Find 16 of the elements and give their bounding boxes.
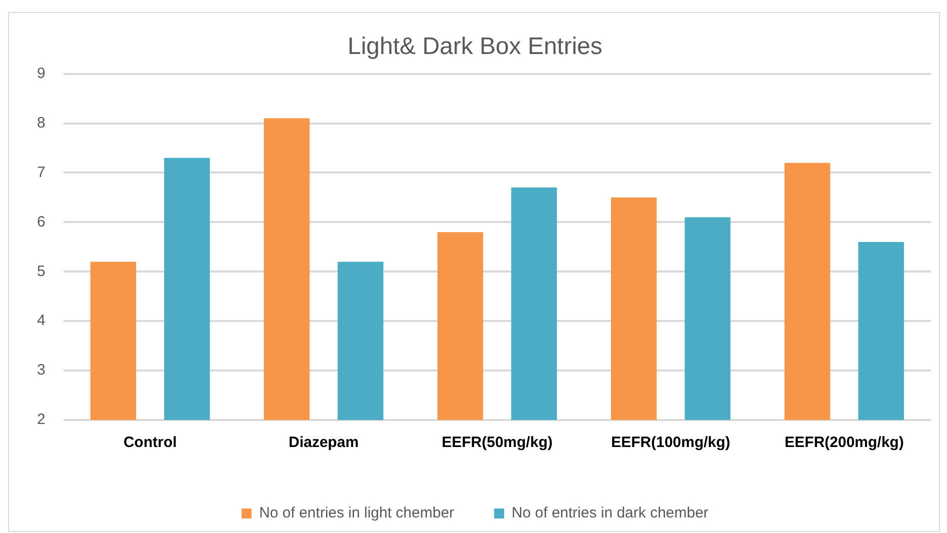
legend-label: No of entries in light chember: [259, 504, 454, 522]
x-tick-label: Diazepam: [288, 434, 359, 452]
x-tick-label: EEFR(50mg/kg): [442, 434, 553, 452]
legend-label: No of entries in dark chember: [512, 504, 708, 522]
x-tick-label: EEFR(100mg/kg): [611, 434, 730, 452]
y-tick-label: 8: [37, 114, 46, 132]
chart-title: Light& Dark Box Entries: [348, 33, 602, 60]
x-tick-label: EEFR(200mg/kg): [784, 434, 904, 452]
y-tick-label: 3: [37, 362, 46, 379]
y-tick-label: 2: [37, 411, 46, 428]
y-tick-label: 6: [37, 213, 46, 230]
x-tick-label: Control: [123, 434, 177, 452]
y-tick-label: 9: [37, 64, 46, 82]
y-tick-label: 5: [37, 262, 46, 280]
y-tick-label: 4: [37, 312, 46, 330]
y-tick-label: 7: [37, 164, 46, 181]
